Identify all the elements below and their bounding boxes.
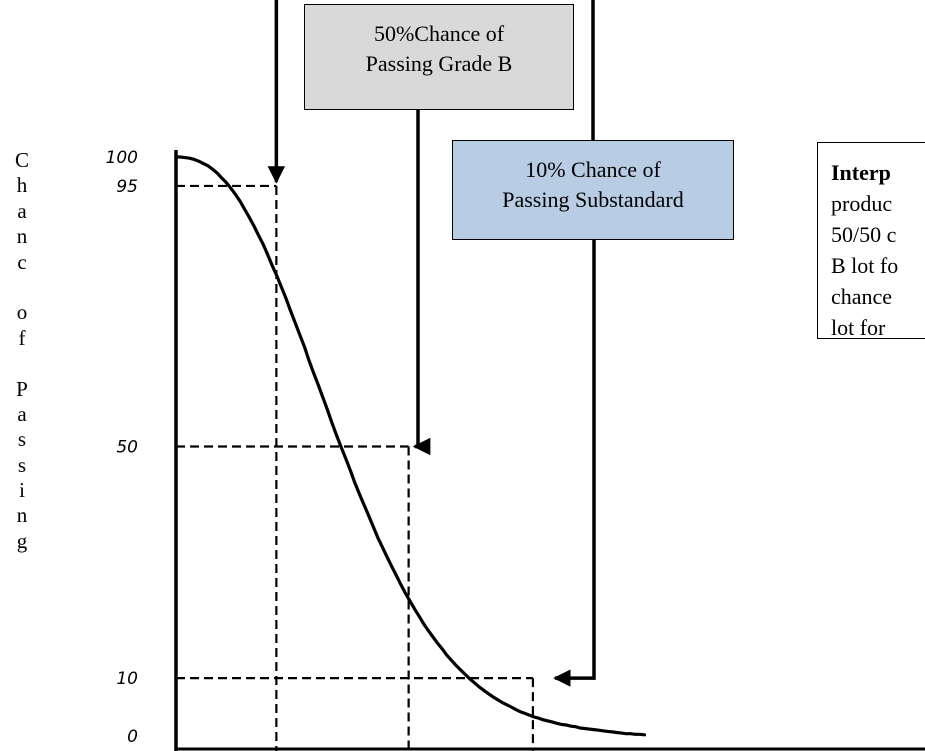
interpretation-line-1: produc — [831, 191, 893, 216]
interpretation-line-3: B lot fo — [831, 253, 899, 278]
interpretation-line-2: 50/50 c — [831, 222, 897, 247]
substandard-annotation-box: 10% Chance of Passing Substandard — [452, 140, 734, 240]
y-axis-label-letter: n — [16, 503, 28, 528]
interpretation-box: Interp produc 50/50 c B lot fo chance lo… — [817, 142, 925, 339]
y-axis-label-letter: c — [17, 249, 27, 274]
y-axis-label-letter: s — [17, 452, 27, 477]
grade-b-line1: 50%Chance of — [373, 21, 505, 46]
y-axis-label-letter: P — [16, 376, 28, 401]
interpretation-line-4: chance — [831, 284, 893, 309]
arrow-to-10 — [553, 240, 596, 687]
y-tick-label: 0 — [127, 727, 138, 747]
y-axis-label-letter: o — [16, 300, 28, 325]
y-tick-label: 50 — [116, 438, 138, 458]
arrow-to-50 — [412, 110, 431, 456]
interpretation-line-5: lot for — [831, 315, 886, 339]
y-axis-label-letter: a — [17, 401, 27, 426]
y-axis-label-letter: h — [16, 173, 28, 198]
substandard-line2: Passing Substandard — [502, 187, 684, 212]
y-axis-label-letter: C — [14, 148, 29, 172]
grade-b-line2: Passing Grade B — [365, 51, 513, 76]
oc-curve — [174, 155, 647, 737]
interpretation-title: Interp — [831, 160, 891, 185]
y-tick-label: 10 — [116, 669, 138, 689]
y-axis-label-letter: a — [17, 198, 27, 223]
y-axis-label-letter: s — [17, 427, 27, 452]
grade-b-annotation-box: 50%Chance of Passing Grade B — [304, 4, 574, 110]
substandard-line1: 10% Chance of — [525, 157, 661, 182]
y-tick-label: 95 — [116, 177, 138, 197]
y-axis-label-letter: n — [16, 224, 28, 249]
y-tick-label: 100 — [106, 148, 138, 168]
y-axis-label-letter: i — [19, 478, 25, 503]
y-axis-label-letter: g — [16, 528, 28, 553]
y-axis-label-letter: f — [18, 325, 26, 350]
